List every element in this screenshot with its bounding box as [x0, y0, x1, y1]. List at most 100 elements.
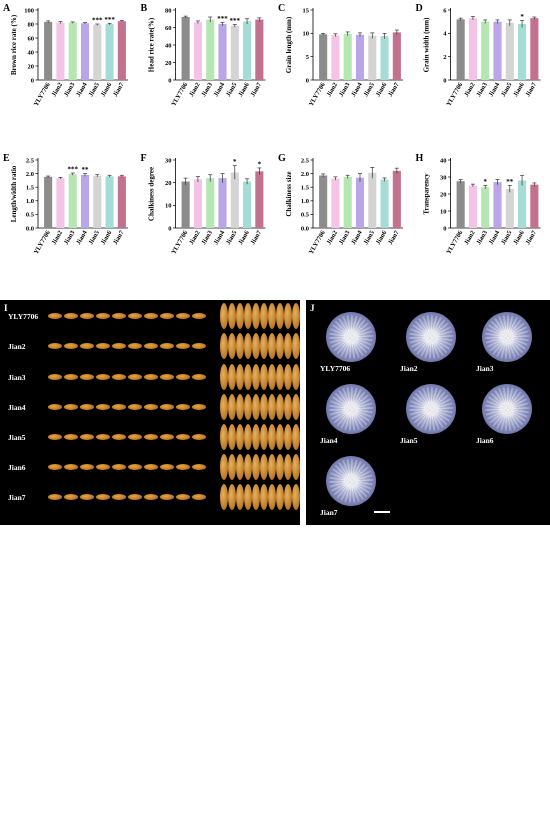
bar [319, 175, 328, 228]
rice-grain [64, 313, 78, 319]
panel-letter-j: J [310, 303, 315, 313]
grain-photo-panel-j: J YLY7706 Jian2 Jian3 Jian4 Jian5 Jian6 Jian7 [306, 300, 550, 525]
rice-grain-width-view [228, 484, 236, 510]
rice-grain-width-view [292, 484, 300, 510]
rice-grain-width-view [268, 454, 276, 480]
rice-grain-width-view [244, 484, 252, 510]
rice-grain [176, 494, 190, 500]
rice-grain-width-view [268, 364, 276, 390]
rice-grain [160, 374, 174, 380]
y-tick-label: 100 [24, 7, 34, 14]
y-tick-label: 20 [28, 63, 35, 70]
bar [218, 24, 227, 80]
grain-pile-label: Jian2 [400, 364, 418, 373]
x-tick-label: YLY7706 [308, 81, 328, 108]
bar [80, 174, 90, 228]
rice-grain-width-view [228, 333, 236, 359]
rice-grain-width-view [252, 333, 260, 359]
y-tick-label: 4 [443, 31, 447, 38]
grain-pile-label: Jian5 [400, 436, 418, 445]
x-tick-label: Jian7 [249, 229, 263, 246]
significance-mark: ** [82, 166, 90, 174]
rice-grain-width-view [228, 394, 236, 420]
grain-pile [482, 384, 532, 434]
y-tick-label: 0.5 [301, 212, 310, 219]
bar [243, 181, 252, 228]
rice-grain [128, 434, 142, 440]
rice-grain [176, 343, 190, 349]
bar [380, 179, 389, 228]
rice-grain-width-view [268, 394, 276, 420]
rice-grain-width-view [252, 394, 260, 420]
rice-grain-width-view [276, 454, 284, 480]
rice-grain [64, 343, 78, 349]
y-axis-label: Length/width ratio [10, 165, 18, 222]
bar [530, 184, 539, 228]
rice-grain-width-view [284, 424, 292, 450]
rice-grain [80, 434, 94, 440]
rice-grain [80, 313, 94, 319]
bar [380, 36, 389, 80]
rice-grain-width-view [228, 454, 236, 480]
panel-letter: G [278, 153, 286, 164]
grain-pile [326, 384, 376, 434]
rice-grain-width-view [276, 394, 284, 420]
rice-grain-width-view [284, 333, 292, 359]
x-tick-label: Jian2 [51, 230, 65, 247]
x-tick-label: YLY7706 [170, 81, 190, 108]
grain-pile-label: Jian3 [476, 364, 494, 373]
rice-grain-width-view [220, 454, 228, 480]
bar [44, 176, 53, 228]
rice-grain [112, 404, 126, 410]
rice-grain [64, 404, 78, 410]
bar [206, 19, 215, 80]
rice-grain [80, 343, 94, 349]
significance-mark: ** [506, 178, 514, 186]
y-axis-label: Grain length (mm) [285, 16, 293, 73]
grain-pile [326, 312, 376, 362]
y-tick-label: 0 [168, 225, 171, 232]
y-tick-label: 2.5 [301, 157, 310, 164]
rice-grain [144, 404, 158, 410]
rice-grain-width-view [236, 303, 244, 329]
rice-grain-width-view [292, 303, 300, 329]
rice-grain-width-view [260, 333, 268, 359]
rice-grain [144, 494, 158, 500]
panel-letter: C [278, 3, 285, 14]
rice-grain-width-view [260, 303, 268, 329]
rice-grain-width-view [292, 454, 300, 480]
bar [218, 178, 227, 228]
x-tick-label: Jian2 [463, 82, 477, 99]
rice-grain [160, 434, 174, 440]
grain-row-label: Jian2 [8, 342, 26, 351]
rice-grain [160, 464, 174, 470]
bar [117, 21, 126, 80]
bar-chart-g: G Chalkiness size 0.0 0.5 1.0 1.5 2.0 2.5 YLY770… [278, 153, 403, 256]
bar [93, 175, 102, 228]
rice-grain-width-view [244, 364, 252, 390]
bar [56, 178, 65, 228]
x-tick-label: Jian7 [524, 81, 538, 98]
y-tick-label: 40 [165, 42, 172, 49]
rice-grain [80, 374, 94, 380]
y-tick-label: 2 [443, 54, 446, 61]
y-tick-label: 10 [165, 203, 172, 210]
rice-grain-width-view [228, 303, 236, 329]
rice-grain [80, 464, 94, 470]
grain-row-label: Jian4 [8, 403, 26, 412]
bar [456, 19, 465, 80]
y-tick-label: 20 [165, 60, 172, 67]
bar-chart-h: HTransparency010203040YLY7706Jian2*Jian3… [416, 153, 541, 256]
significance-mark: *** [104, 16, 115, 24]
bar [230, 172, 239, 228]
bar [505, 188, 514, 228]
bar [355, 177, 365, 228]
grain-pile [482, 312, 532, 362]
rice-grain-width-view [260, 424, 268, 450]
rice-grain-width-view [236, 364, 244, 390]
grain-row-label: YLY7706 [8, 312, 39, 321]
panel-letter: E [3, 153, 10, 164]
bar [331, 35, 340, 80]
rice-grain-width-view [236, 333, 244, 359]
